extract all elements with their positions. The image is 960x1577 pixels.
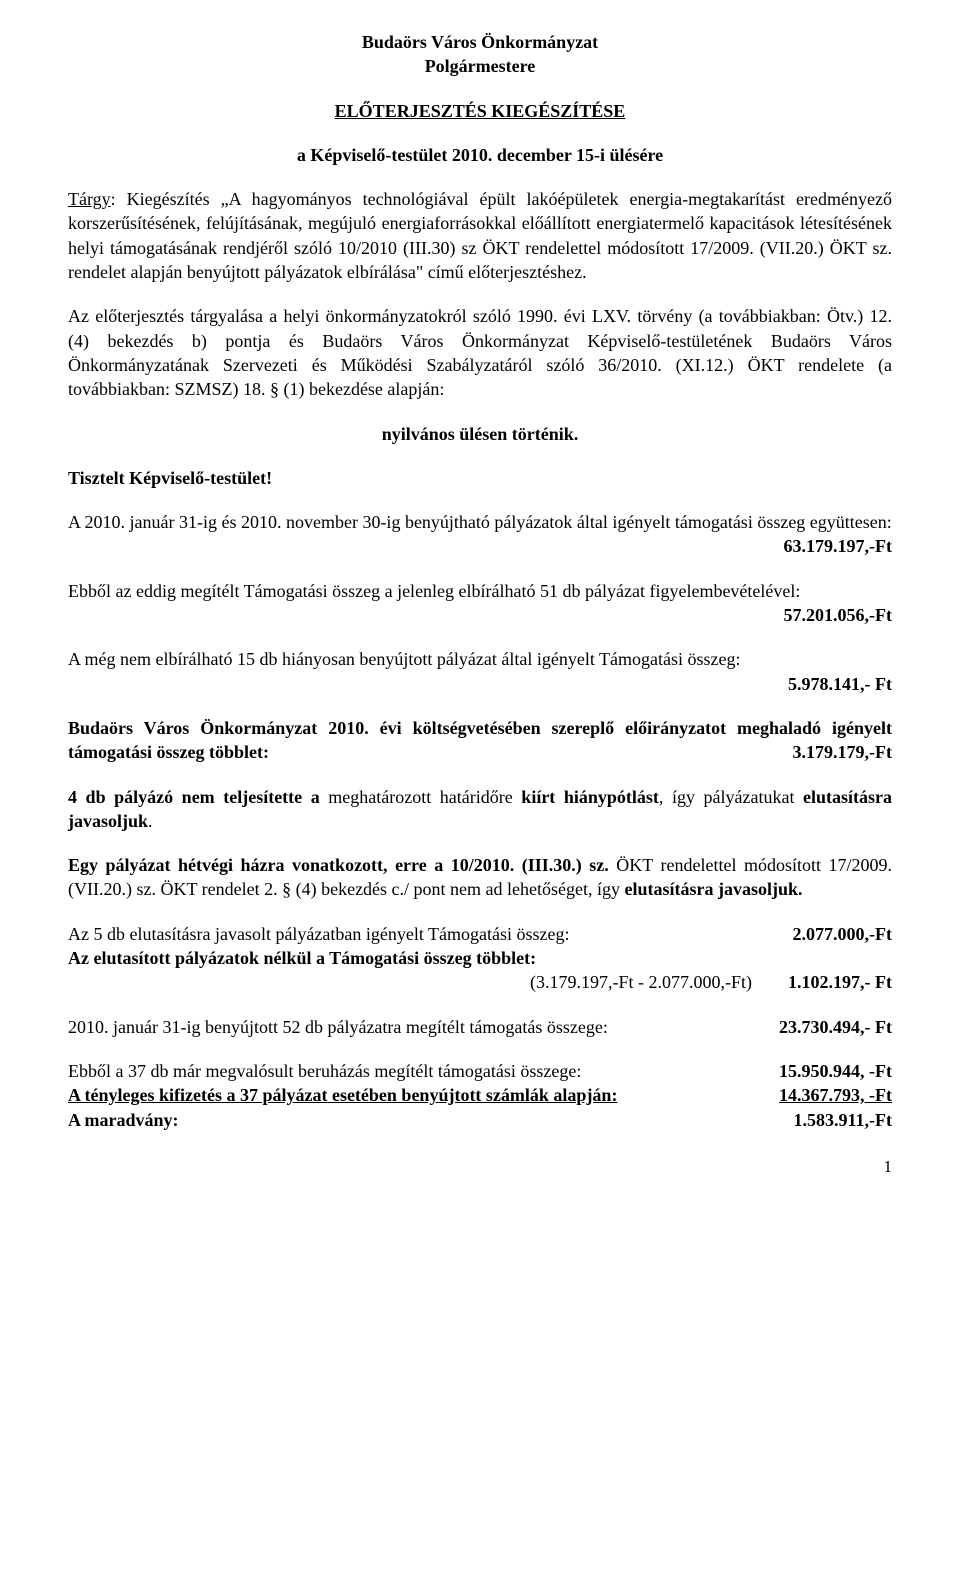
amount-2: 57.201.056,-Ft	[784, 603, 892, 627]
surplus-paragraph: Budaörs Város Önkormányzat 2010. évi köl…	[68, 716, 892, 765]
amount-block-2: Ebből az eddig megítélt Támogatási össze…	[68, 579, 892, 628]
completed-amount: 15.950.944, -Ft	[767, 1059, 892, 1083]
surplus-amount: 3.179.179,-Ft	[793, 740, 892, 764]
remainder-label: A maradvány:	[68, 1108, 782, 1132]
rej1-part2: kiírt hiánypótlást	[513, 787, 659, 807]
amount-text-2: Ebből az eddig megítélt Támogatási össze…	[68, 581, 800, 601]
rejected-label: Az 5 db elutasításra javasolt pályázatba…	[68, 922, 781, 946]
amount-1: 63.179.197,-Ft	[784, 534, 892, 558]
salutation: Tisztelt Képviselő-testület!	[68, 466, 892, 490]
rejected-amount: 2.077.000,-Ft	[781, 922, 892, 946]
surplus-label: Budaörs Város Önkormányzat 2010. évi köl…	[68, 718, 892, 762]
remainder-amount: 1.583.911,-Ft	[782, 1108, 893, 1132]
rej2-bold: elutasításra javasoljuk.	[625, 879, 803, 899]
rejection-paragraph-1: 4 db pályázó nem teljesítette a meghatár…	[68, 785, 892, 834]
rej1-plain: meghatározott határidőre	[328, 787, 512, 807]
subject-label: Tárgy	[68, 189, 111, 209]
amount-block-3: A még nem elbírálható 15 db hiányosan be…	[68, 647, 892, 696]
rej1-part1: 4 db pályázó nem teljesítette a	[68, 787, 328, 807]
page-number: 1	[68, 1156, 892, 1179]
header-org: Budaörs Város Önkormányzat	[68, 30, 892, 54]
header-meeting: a Képviselő-testület 2010. december 15-i…	[68, 143, 892, 167]
granted-label: 2010. január 31-ig benyújtott 52 db pály…	[68, 1015, 767, 1039]
rej1-suffix: , így pályázatukat	[659, 787, 803, 807]
rejection-paragraph-2: Egy pályázat hétvégi házra vonatkozott, …	[68, 853, 892, 902]
rejected-amount-block: Az 5 db elutasításra javasolt pályázatba…	[68, 922, 892, 995]
net-surplus-calc: (3.179.197,-Ft - 2.077.000,-Ft)	[68, 970, 776, 994]
rej2-prefix: Egy pályázat hétvégi házra vonatkozott, …	[68, 855, 609, 875]
net-surplus-amount: 1.102.197,- Ft	[776, 970, 892, 994]
granted-amount-block: 2010. január 31-ig benyújtott 52 db pály…	[68, 1015, 892, 1039]
completed-label: Ebből a 37 db már megvalósult beruházás …	[68, 1059, 767, 1083]
actual-payment-label: A tényleges kifizetés a 37 pályázat eset…	[68, 1083, 767, 1107]
rej1-end: .	[148, 811, 153, 831]
summary-block: Ebből a 37 db már megvalósult beruházás …	[68, 1059, 892, 1132]
amount-block-1: A 2010. január 31-ig és 2010. november 3…	[68, 510, 892, 559]
subject-paragraph: Tárgy: Kiegészítés „A hagyományos techno…	[68, 187, 892, 284]
actual-payment-amount: 14.367.793, -Ft	[767, 1083, 892, 1107]
amount-text-3: A még nem elbírálható 15 db hiányosan be…	[68, 647, 892, 671]
granted-amount: 23.730.494,- Ft	[767, 1015, 892, 1039]
amount-3: 5.978.141,- Ft	[68, 672, 892, 696]
legal-basis-paragraph: Az előterjesztés tárgyalása a helyi önko…	[68, 304, 892, 401]
net-surplus-label: Az elutasított pályázatok nélkül a Támog…	[68, 946, 892, 970]
public-session-line: nyilvános ülésen történik.	[68, 422, 892, 446]
amount-text-1: A 2010. január 31-ig és 2010. november 3…	[68, 512, 892, 532]
subject-text: : Kiegészítés „A hagyományos technológiá…	[68, 189, 892, 282]
header-role: Polgármestere	[68, 54, 892, 78]
header-title: ELŐTERJESZTÉS KIEGÉSZÍTÉSE	[68, 99, 892, 123]
